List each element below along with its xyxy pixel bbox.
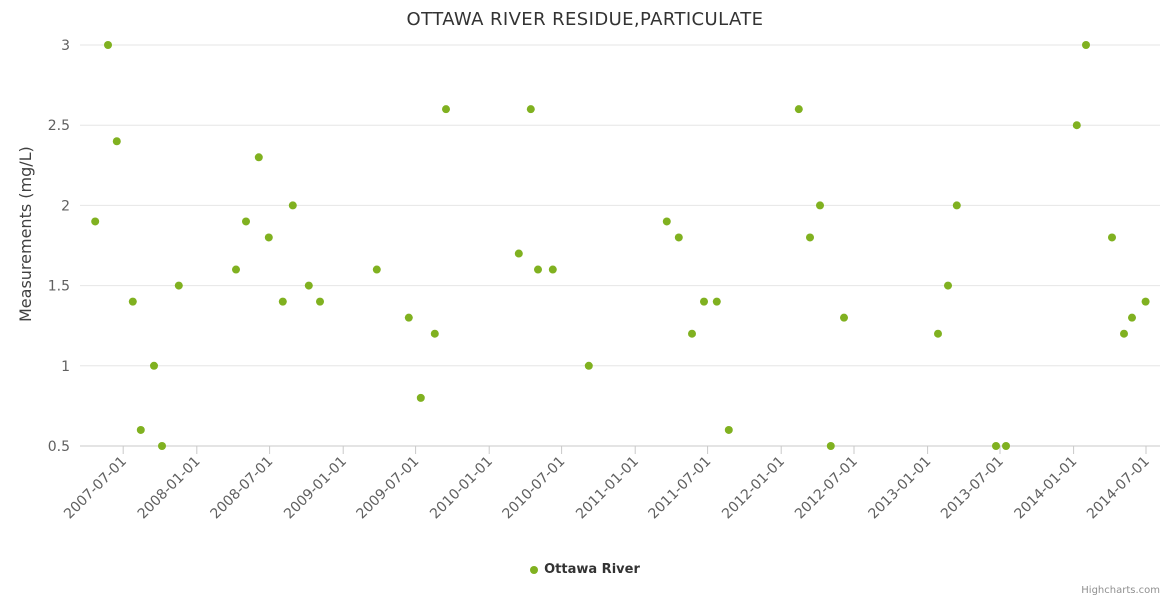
data-point[interactable] xyxy=(688,329,696,338)
data-point[interactable] xyxy=(288,201,297,210)
data-point[interactable] xyxy=(430,329,439,338)
data-point[interactable] xyxy=(952,201,961,210)
data-point[interactable] xyxy=(1128,313,1136,322)
chart-title: OTTAWA RIVER RESIDUE,PARTICULATE xyxy=(406,9,764,30)
data-point[interactable] xyxy=(128,297,137,306)
data-point[interactable] xyxy=(316,297,324,306)
data-point[interactable] xyxy=(806,233,814,242)
legend-item-ottawa-river[interactable]: Ottawa River xyxy=(530,562,640,577)
data-point[interactable] xyxy=(662,217,671,226)
x-tick-label: 2013-07-01 xyxy=(938,454,1007,523)
legend: Ottawa River xyxy=(0,562,1170,577)
data-point[interactable] xyxy=(584,361,593,370)
x-tick-label: 2010-01-01 xyxy=(427,454,496,523)
data-point[interactable] xyxy=(242,217,250,226)
data-point[interactable] xyxy=(1108,233,1116,242)
y-tick-label: 0.5 xyxy=(48,439,70,455)
data-point[interactable] xyxy=(136,425,145,434)
legend-marker-icon xyxy=(530,565,539,574)
data-point[interactable] xyxy=(724,425,733,434)
data-point[interactable] xyxy=(1141,297,1150,306)
data-point[interactable] xyxy=(404,313,413,322)
data-point[interactable] xyxy=(442,105,450,114)
data-point[interactable] xyxy=(232,265,240,274)
data-point[interactable] xyxy=(712,297,721,306)
x-tick-label: 2014-01-01 xyxy=(1012,454,1081,523)
data-point[interactable] xyxy=(826,442,835,450)
data-point[interactable] xyxy=(416,393,425,402)
x-tick-label: 2011-07-01 xyxy=(646,454,715,523)
data-point[interactable] xyxy=(514,249,523,258)
y-tick-label: 1 xyxy=(61,359,70,375)
x-tick-label: 2007-07-01 xyxy=(61,454,130,523)
data-point[interactable] xyxy=(674,233,683,242)
data-point[interactable] xyxy=(278,297,287,306)
data-point[interactable] xyxy=(1002,442,1010,450)
data-point[interactable] xyxy=(816,201,824,210)
x-tick-label: 2008-01-01 xyxy=(135,454,204,523)
x-tick-label: 2010-07-01 xyxy=(500,454,569,523)
data-point[interactable] xyxy=(700,297,708,306)
data-point[interactable] xyxy=(104,41,112,49)
x-tick-label: 2013-01-01 xyxy=(866,454,935,523)
y-tick-label: 1.5 xyxy=(48,279,70,295)
y-tick-label: 2.5 xyxy=(48,118,70,134)
x-tick-label: 2012-01-01 xyxy=(719,454,788,523)
legend-label: Ottawa River xyxy=(544,562,640,577)
x-tick-label: 2011-01-01 xyxy=(573,454,642,523)
x-tick-label: 2012-07-01 xyxy=(792,454,861,523)
data-point[interactable] xyxy=(1120,329,1128,338)
data-point[interactable] xyxy=(944,281,952,290)
data-point[interactable] xyxy=(1082,41,1090,49)
data-point[interactable] xyxy=(794,105,803,114)
data-point[interactable] xyxy=(534,265,542,274)
data-point[interactable] xyxy=(1072,121,1081,130)
highcharts-credit[interactable]: Highcharts.com xyxy=(1081,585,1160,596)
x-tick-label: 2008-07-01 xyxy=(208,454,277,523)
data-point[interactable] xyxy=(254,153,263,162)
x-tick-label: 2009-01-01 xyxy=(281,454,350,523)
data-point[interactable] xyxy=(372,265,381,274)
data-point[interactable] xyxy=(526,105,535,114)
data-point[interactable] xyxy=(992,442,1000,450)
data-point[interactable] xyxy=(150,361,158,370)
data-point[interactable] xyxy=(91,217,100,226)
data-point[interactable] xyxy=(840,313,848,322)
y-tick-label: 3 xyxy=(61,38,70,54)
data-point[interactable] xyxy=(548,265,557,274)
data-point[interactable] xyxy=(934,329,942,338)
data-point[interactable] xyxy=(174,281,183,290)
data-point[interactable] xyxy=(158,442,166,450)
x-tick-label: 2014-07-01 xyxy=(1084,454,1153,523)
x-tick-label: 2009-07-01 xyxy=(354,454,423,523)
data-point[interactable] xyxy=(264,233,273,242)
data-point[interactable] xyxy=(112,137,121,146)
y-tick-label: 2 xyxy=(61,198,70,214)
data-point[interactable] xyxy=(304,281,313,290)
